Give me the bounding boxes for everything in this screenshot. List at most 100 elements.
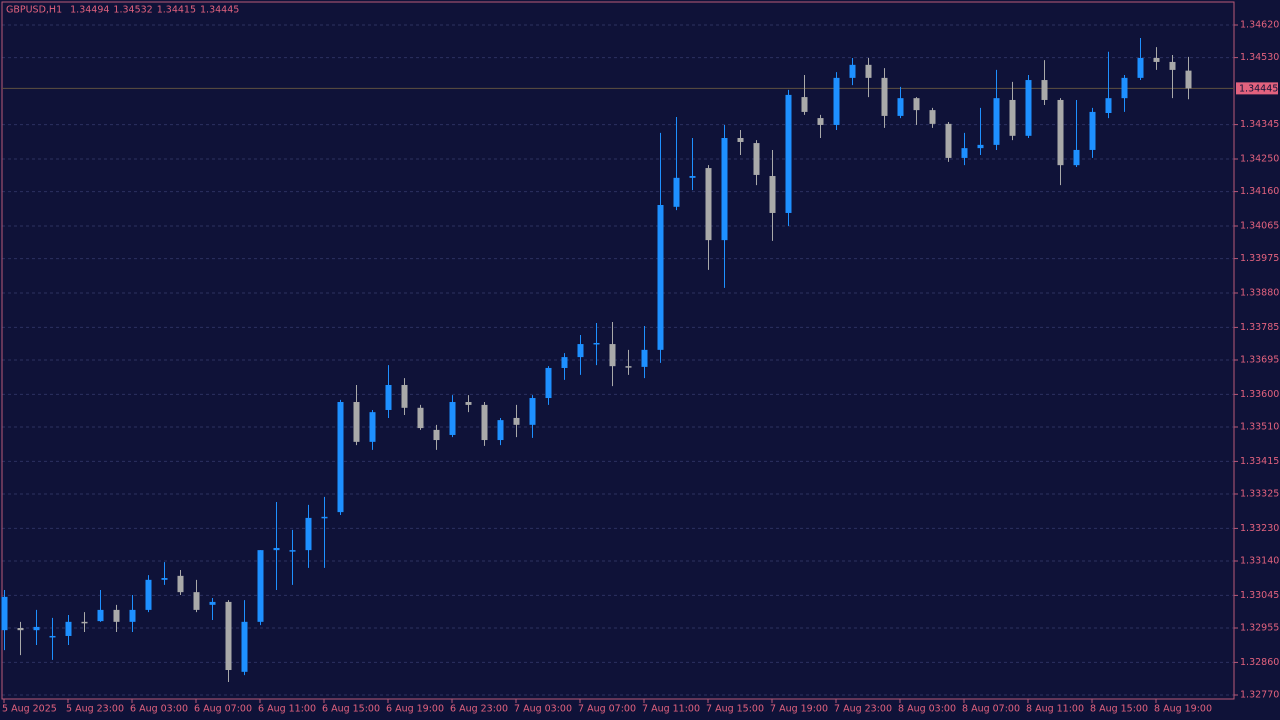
header-high: 1.34532: [113, 5, 152, 16]
candle-body: [385, 384, 392, 410]
header-close: 1.34445: [200, 5, 239, 16]
x-tick-label: 7 Aug 15:00: [706, 704, 764, 715]
candle-body: [657, 204, 664, 350]
candle-body: [49, 635, 56, 638]
y-tick-label: 1.33045: [1240, 590, 1279, 601]
candle-body: [1073, 149, 1080, 166]
candle-body: [1025, 80, 1032, 136]
candle-body: [593, 342, 600, 345]
candle-body: [257, 550, 264, 622]
candle-body: [737, 137, 744, 142]
candle-body: [961, 148, 968, 158]
x-tick-label: 8 Aug 07:00: [962, 704, 1020, 715]
y-tick-label: 1.33600: [1240, 389, 1279, 400]
price-label: 1.34445: [1239, 83, 1278, 94]
candle-body: [849, 64, 856, 78]
x-tick-label: 7 Aug 07:00: [578, 704, 636, 715]
candle-body: [689, 176, 696, 178]
candle-body: [321, 516, 328, 519]
candle-body: [529, 398, 536, 425]
candle-body: [1153, 57, 1160, 62]
candle-body: [609, 344, 616, 367]
x-tick-label: 8 Aug 03:00: [898, 704, 956, 715]
candle-body: [817, 118, 824, 125]
candle-body: [337, 402, 344, 513]
x-tick-label: 6 Aug 19:00: [386, 704, 444, 715]
candle-body: [977, 144, 984, 149]
x-tick-label: 5 Aug 23:00: [66, 704, 124, 715]
candle-body: [481, 404, 488, 441]
y-tick-label: 1.33230: [1240, 523, 1279, 534]
candle-body: [1185, 70, 1192, 89]
candle-body: [225, 601, 232, 671]
y-tick-label: 1.33415: [1240, 456, 1279, 467]
candle-body: [1041, 80, 1048, 100]
candle-body: [913, 98, 920, 111]
x-tick-label: 8 Aug 11:00: [1026, 704, 1084, 715]
y-tick-label: 1.33510: [1240, 422, 1279, 433]
y-tick-label: 1.34620: [1240, 20, 1279, 31]
candle-body: [897, 98, 904, 116]
candle-body: [33, 626, 40, 631]
y-tick-label: 1.34345: [1240, 119, 1279, 130]
candle-body: [465, 402, 472, 405]
x-tick-label: 5 Aug 2025: [2, 704, 57, 715]
y-tick-label: 1.34160: [1240, 186, 1279, 197]
x-tick-label: 6 Aug 07:00: [194, 704, 252, 715]
candle-body: [289, 550, 296, 552]
candle-body: [1089, 111, 1096, 150]
candle-body: [401, 384, 408, 408]
candle-body: [433, 429, 440, 441]
candle-body: [833, 77, 840, 125]
x-tick-label: 8 Aug 15:00: [1090, 704, 1148, 715]
candle-body: [369, 412, 376, 442]
price-label-box: [1236, 82, 1278, 95]
candle-body: [193, 592, 200, 610]
y-tick-label: 1.32955: [1240, 623, 1279, 634]
candle-body: [1057, 99, 1064, 166]
plot-border: [1, 1, 1235, 700]
candle-body: [513, 417, 520, 425]
y-tick-label: 1.33695: [1240, 355, 1279, 366]
candle-body: [721, 137, 728, 241]
candle-body: [497, 420, 504, 441]
candle-body: [1, 596, 8, 631]
x-tick-label: 7 Aug 19:00: [770, 704, 828, 715]
candle-body: [705, 168, 712, 241]
candle-body: [577, 344, 584, 358]
candle-body: [1105, 98, 1112, 114]
y-tick-label: 1.33140: [1240, 556, 1279, 567]
candle-body: [1009, 99, 1016, 136]
candle-body: [865, 64, 872, 78]
y-tick-label: 1.34250: [1240, 154, 1279, 165]
candle-body: [545, 367, 552, 399]
candle-body: [945, 123, 952, 158]
candle-body: [353, 402, 360, 442]
x-tick-label: 8 Aug 19:00: [1154, 704, 1212, 715]
header-low: 1.34415: [157, 5, 196, 16]
candle-body: [993, 98, 1000, 145]
candle-body: [641, 349, 648, 367]
y-tick-label: 1.33785: [1240, 322, 1279, 333]
candle-body: [113, 609, 120, 622]
candle-body: [881, 77, 888, 116]
candle-body: [801, 97, 808, 112]
candle-body: [145, 579, 152, 610]
candle-body: [769, 176, 776, 213]
candle-body: [241, 621, 248, 672]
y-tick-label: 1.32770: [1240, 690, 1279, 701]
x-tick-label: 6 Aug 23:00: [450, 704, 508, 715]
candle-body: [81, 621, 88, 624]
x-tick-label: 6 Aug 11:00: [258, 704, 316, 715]
y-tick-label: 1.33975: [1240, 253, 1279, 264]
candle-body: [673, 177, 680, 207]
candle-body: [177, 575, 184, 593]
candle-body: [65, 621, 72, 636]
candle-body: [17, 628, 24, 631]
y-tick-label: 1.32860: [1240, 657, 1279, 668]
candle-body: [161, 578, 168, 580]
x-tick-label: 7 Aug 11:00: [642, 704, 700, 715]
candle-body: [753, 143, 760, 175]
candle-body: [1121, 77, 1128, 99]
y-tick-label: 1.34065: [1240, 221, 1279, 232]
